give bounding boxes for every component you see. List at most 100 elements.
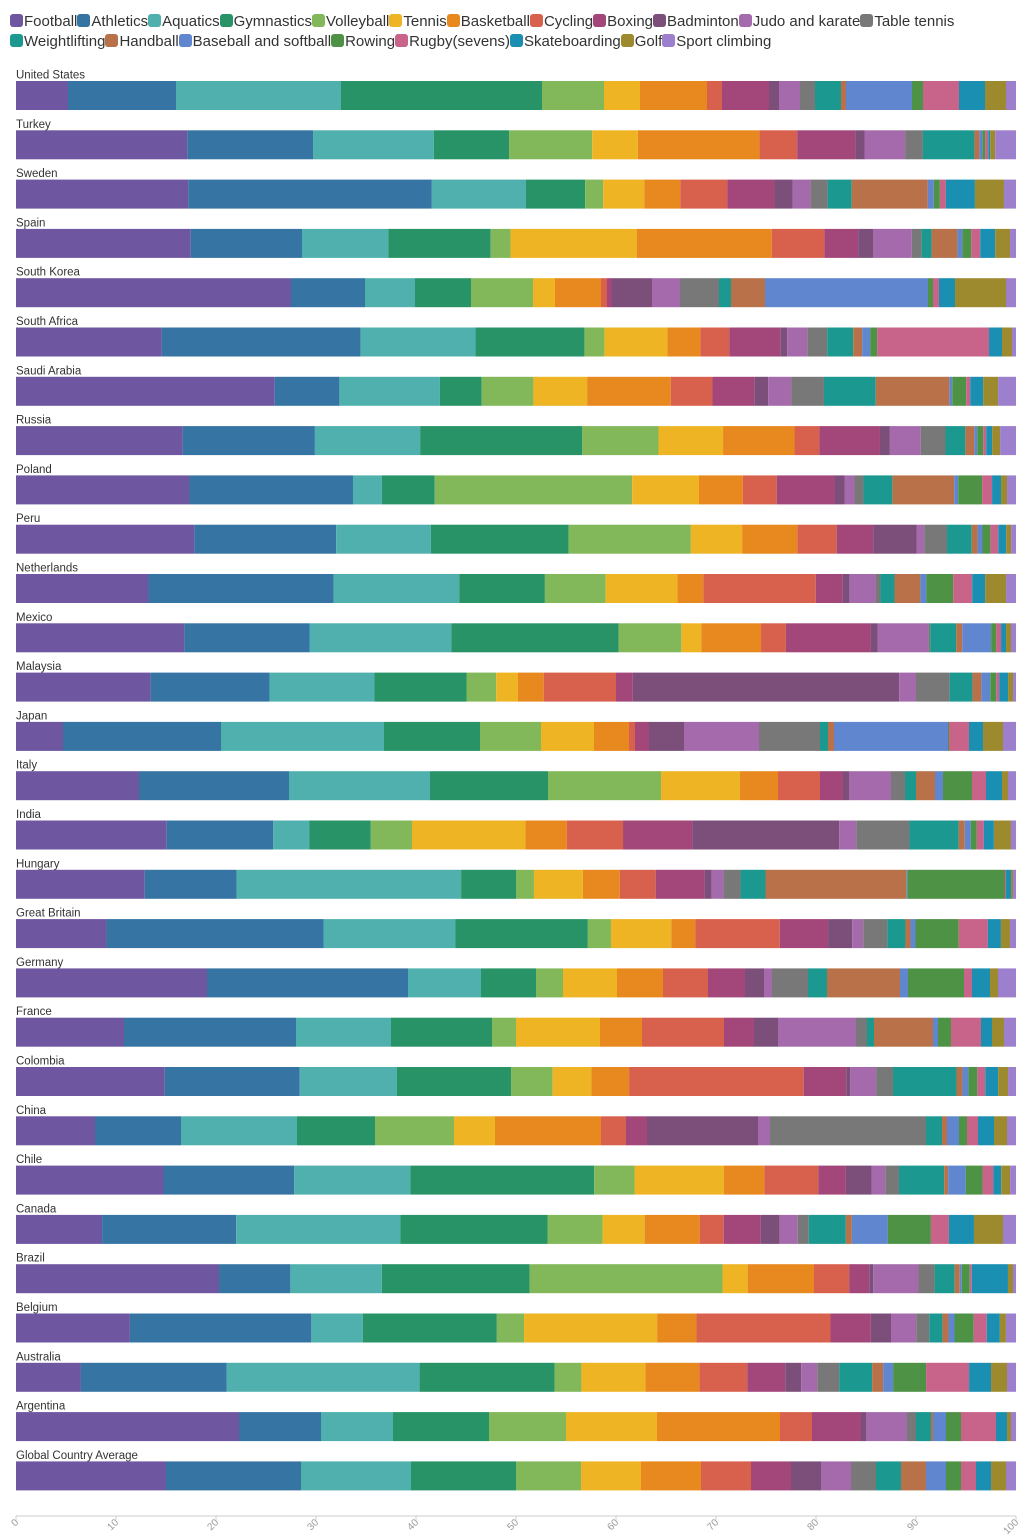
bar-segment-football[interactable] xyxy=(16,130,188,160)
bar-segment-rugby-sevens[interactable] xyxy=(967,1116,978,1146)
bar-segment-judo-and-karate[interactable] xyxy=(764,968,772,998)
bar-segment-football[interactable] xyxy=(16,228,191,258)
bar-segment-aquatics[interactable] xyxy=(336,524,431,554)
bar-segment-basketball[interactable] xyxy=(701,623,762,653)
bar-segment-sport-climbing[interactable] xyxy=(1012,1264,1016,1294)
bar-segment-baseball-and-softball[interactable] xyxy=(920,574,927,603)
bar-segment-rowing[interactable] xyxy=(948,721,949,751)
bar-segment-badminton[interactable] xyxy=(843,771,849,801)
bar-segment-badminton[interactable] xyxy=(745,968,764,998)
bar-segment-athletics[interactable] xyxy=(102,1214,237,1244)
legend-item-badminton[interactable]: Badminton xyxy=(653,12,739,32)
bar-segment-skateboarding[interactable] xyxy=(976,1461,991,1491)
bar-segment-gymnastics[interactable] xyxy=(430,524,569,554)
bar-segment-skateboarding[interactable] xyxy=(985,1067,999,1096)
bar-segment-tennis[interactable] xyxy=(634,1165,724,1195)
bar-segment-aquatics[interactable] xyxy=(181,1116,297,1146)
bar-segment-volleyball[interactable] xyxy=(466,672,497,702)
bar-segment-handball[interactable] xyxy=(765,869,907,899)
bar-segment-table-tennis[interactable] xyxy=(907,1412,916,1442)
bar-segment-football[interactable] xyxy=(16,376,275,406)
bar-segment-table-tennis[interactable] xyxy=(918,1264,935,1294)
bar-segment-football[interactable] xyxy=(16,1067,165,1096)
bar-segment-baseball-and-softball[interactable] xyxy=(948,1313,955,1343)
bar-segment-golf[interactable] xyxy=(992,426,1001,456)
bar-segment-weightlifting[interactable] xyxy=(863,475,893,505)
bar-segment-weightlifting[interactable] xyxy=(947,524,972,554)
bar-segment-weightlifting[interactable] xyxy=(740,869,766,899)
bar-segment-golf[interactable] xyxy=(991,1461,1006,1491)
bar-segment-boxing[interactable] xyxy=(655,869,705,899)
bar-segment-cycling[interactable] xyxy=(670,376,713,406)
bar-segment-skateboarding[interactable] xyxy=(978,1116,994,1146)
bar-segment-aquatics[interactable] xyxy=(408,968,481,998)
bar-segment-volleyball[interactable] xyxy=(548,771,661,801)
bar-segment-rugby-sevens[interactable] xyxy=(977,1067,986,1096)
bar-segment-golf[interactable] xyxy=(999,1313,1006,1343)
bar-segment-sport-climbing[interactable] xyxy=(1007,1362,1016,1392)
bar-segment-boxing[interactable] xyxy=(849,1264,870,1294)
legend-item-sport-climbing[interactable]: Sport climbing xyxy=(662,32,771,52)
bar-segment-cycling[interactable] xyxy=(696,1313,831,1343)
bar-segment-sport-climbing[interactable] xyxy=(1010,820,1016,850)
bar-segment-table-tennis[interactable] xyxy=(854,475,864,505)
bar-segment-table-tennis[interactable] xyxy=(863,919,888,949)
bar-segment-aquatics[interactable] xyxy=(273,820,310,850)
bar-segment-table-tennis[interactable] xyxy=(791,376,824,406)
bar-segment-table-tennis[interactable] xyxy=(772,968,808,998)
bar-segment-boxing[interactable] xyxy=(727,179,775,209)
bar-segment-boxing[interactable] xyxy=(607,278,612,308)
bar-segment-badminton[interactable] xyxy=(842,574,850,603)
legend-item-rowing[interactable]: Rowing xyxy=(331,32,395,52)
bar-segment-gymnastics[interactable] xyxy=(374,672,467,702)
bar-segment-athletics[interactable] xyxy=(194,524,337,554)
bar-segment-golf[interactable] xyxy=(1007,1412,1011,1442)
bar-segment-badminton[interactable] xyxy=(754,376,769,406)
bar-segment-gymnastics[interactable] xyxy=(459,574,545,603)
bar-segment-baseball-and-softball[interactable] xyxy=(974,426,978,456)
bar-segment-skateboarding[interactable] xyxy=(939,278,955,308)
bar-segment-rowing[interactable] xyxy=(970,820,977,850)
bar-segment-badminton[interactable] xyxy=(760,1214,780,1244)
bar-segment-boxing[interactable] xyxy=(722,81,769,110)
bar-segment-basketball[interactable] xyxy=(740,771,778,801)
bar-segment-skateboarding[interactable] xyxy=(948,1214,974,1244)
legend-item-basketball[interactable]: Basketball xyxy=(446,12,530,32)
bar-segment-golf[interactable] xyxy=(974,179,1004,209)
bar-segment-weightlifting[interactable] xyxy=(867,1017,874,1047)
bar-segment-table-tennis[interactable] xyxy=(905,130,923,160)
legend-item-athletics[interactable]: Athletics xyxy=(77,12,148,32)
bar-segment-volleyball[interactable] xyxy=(554,1362,582,1392)
legend-item-volleyball[interactable]: Volleyball xyxy=(311,12,389,32)
bar-segment-football[interactable] xyxy=(16,1264,220,1294)
bar-segment-boxing[interactable] xyxy=(729,327,781,357)
bar-segment-athletics[interactable] xyxy=(182,426,315,456)
bar-segment-cycling[interactable] xyxy=(764,1165,819,1195)
bar-segment-basketball[interactable] xyxy=(517,672,544,702)
bar-segment-rugby-sevens[interactable] xyxy=(982,1165,994,1195)
bar-segment-golf[interactable] xyxy=(1000,919,1010,949)
bar-segment-judo-and-karate[interactable] xyxy=(787,327,808,357)
bar-segment-basketball[interactable] xyxy=(645,1362,700,1392)
bar-segment-badminton[interactable] xyxy=(846,1067,851,1096)
bar-segment-football[interactable] xyxy=(16,1214,103,1244)
bar-segment-aquatics[interactable] xyxy=(296,1017,391,1047)
bar-segment-athletics[interactable] xyxy=(139,771,289,801)
bar-segment-table-tennis[interactable] xyxy=(810,179,828,209)
bar-segment-handball[interactable] xyxy=(958,820,965,850)
bar-segment-baseball-and-softball[interactable] xyxy=(883,1362,894,1392)
bar-segment-athletics[interactable] xyxy=(95,1116,181,1146)
bar-segment-volleyball[interactable] xyxy=(529,1264,723,1294)
bar-segment-tennis[interactable] xyxy=(563,968,617,998)
bar-segment-rugby-sevens[interactable] xyxy=(976,820,984,850)
bar-segment-cycling[interactable] xyxy=(797,524,837,554)
bar-segment-skateboarding[interactable] xyxy=(969,721,983,751)
bar-segment-tennis[interactable] xyxy=(690,524,743,554)
bar-segment-sport-climbing[interactable] xyxy=(998,968,1016,998)
bar-segment-sport-climbing[interactable] xyxy=(1010,228,1016,258)
bar-segment-cycling[interactable] xyxy=(699,1362,748,1392)
bar-segment-aquatics[interactable] xyxy=(290,1264,382,1294)
bar-segment-weightlifting[interactable] xyxy=(719,278,731,308)
bar-segment-rugby-sevens[interactable] xyxy=(964,968,972,998)
bar-segment-athletics[interactable] xyxy=(274,376,340,406)
